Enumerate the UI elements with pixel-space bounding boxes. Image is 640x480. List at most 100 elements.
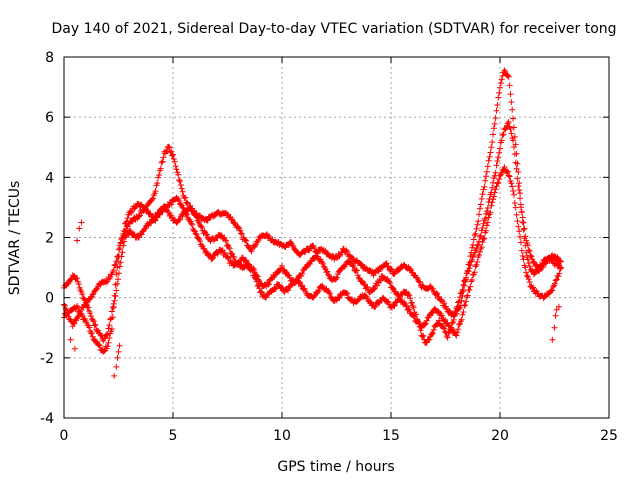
data-point-track-b (492, 186, 499, 193)
data-point-track-b (224, 254, 231, 261)
data-point-track-c (92, 321, 99, 328)
data-point-track-a (471, 232, 478, 239)
data-point-track-c (516, 187, 523, 194)
data-point-track-c (491, 172, 498, 179)
data-point-track-a (172, 163, 179, 170)
data-point-track-b (115, 246, 122, 253)
data-point-track-b (456, 320, 463, 327)
data-point-track-b (402, 302, 409, 309)
data-point-track-c (454, 303, 461, 310)
data-point-track-a (176, 178, 183, 185)
data-point-track-c (311, 293, 318, 300)
data-point-track-c (505, 119, 512, 126)
data-point-track-a (181, 194, 188, 201)
data-point-track-a (170, 156, 177, 163)
data-point-track-b (299, 270, 306, 277)
y-axis-label: SDTVAR / TECUs (7, 181, 23, 296)
data-point-track-a (229, 216, 236, 223)
data-point-track-b (520, 256, 527, 263)
data-point-track-c (484, 204, 491, 211)
data-point-track-b (65, 280, 72, 287)
data-point-track-c (490, 179, 497, 186)
data-point-track-a (499, 72, 506, 79)
data-point-track-b (550, 283, 557, 290)
data-point-track-a (238, 231, 245, 238)
data-point-track-a (182, 194, 189, 201)
data-point-track-c (114, 280, 121, 287)
data-point-track-c (226, 245, 233, 252)
data-point-track-a (526, 263, 533, 270)
data-point-track-c (486, 195, 493, 202)
data-point-track-b (471, 269, 478, 276)
data-point-track-a (491, 120, 498, 127)
data-point-track-a (490, 131, 497, 138)
data-point-track-c (557, 257, 564, 264)
data-point-track-a (163, 147, 170, 154)
data-point-track-a (441, 300, 448, 307)
data-point-track-c (285, 287, 292, 294)
data-point-track-c (483, 210, 490, 217)
data-point-track-c (462, 274, 469, 281)
data-point-track-a (498, 76, 505, 83)
y-tick-label: -2 (40, 351, 54, 367)
data-point-track-a (446, 308, 453, 315)
data-point-track-a (496, 89, 503, 96)
data-point-track-b (558, 264, 565, 271)
data-point-track-c (434, 321, 441, 328)
data-point-track-a (481, 183, 488, 190)
data-point-track-c (85, 304, 92, 311)
data-point-track-a (504, 72, 511, 79)
data-point-early-spikes (113, 363, 120, 370)
data-point-track-c (189, 205, 196, 212)
data-point-track-c (117, 259, 124, 266)
data-point-track-a (173, 166, 180, 173)
data-point-track-b (479, 239, 486, 246)
y-tick-label: 8 (45, 50, 54, 66)
data-point-early-spikes (71, 345, 78, 352)
data-point-track-a (469, 244, 476, 251)
data-point-track-c (153, 213, 160, 220)
data-point-track-a (509, 106, 516, 113)
data-point-track-a (469, 241, 476, 248)
data-point-track-b (476, 252, 483, 259)
data-point-track-b (553, 276, 560, 283)
data-point-track-a (488, 144, 495, 151)
data-point-track-c (97, 331, 104, 338)
data-point-track-c (483, 208, 490, 215)
data-point-track-b (135, 200, 142, 207)
data-point-track-c (155, 210, 162, 217)
data-point-track-a (238, 230, 245, 237)
data-point-track-c (507, 125, 514, 132)
data-point-track-c (440, 324, 447, 331)
data-point-track-c (448, 324, 455, 331)
data-point-track-c (467, 262, 474, 269)
data-point-track-c (500, 131, 507, 138)
data-point-track-c (391, 303, 398, 310)
x-tick-label: 5 (169, 428, 178, 444)
data-point-track-c (223, 237, 230, 244)
data-point-track-a (407, 265, 414, 272)
data-point-track-b (442, 316, 449, 323)
data-marks (61, 67, 565, 379)
data-point-track-c (121, 238, 128, 245)
y-tick-label: 6 (45, 110, 54, 126)
data-point-track-b (494, 180, 501, 187)
data-point-track-c (67, 318, 74, 325)
data-point-track-a (472, 230, 479, 237)
data-point-track-b (555, 273, 562, 280)
data-point-track-c (253, 278, 260, 285)
data-point-track-b (142, 204, 149, 211)
data-point-track-c (116, 263, 123, 270)
data-point-track-c (489, 184, 496, 191)
data-point-track-a (243, 237, 250, 244)
data-point-track-c (110, 300, 117, 307)
data-point-early-spikes (115, 348, 122, 355)
data-point-track-a (152, 188, 159, 195)
data-point-track-a (482, 177, 489, 184)
data-point-track-c (314, 288, 321, 295)
data-point-track-b (484, 219, 491, 226)
data-point-track-c (420, 332, 427, 339)
data-point-track-c (91, 322, 98, 329)
data-point-track-c (428, 330, 435, 337)
